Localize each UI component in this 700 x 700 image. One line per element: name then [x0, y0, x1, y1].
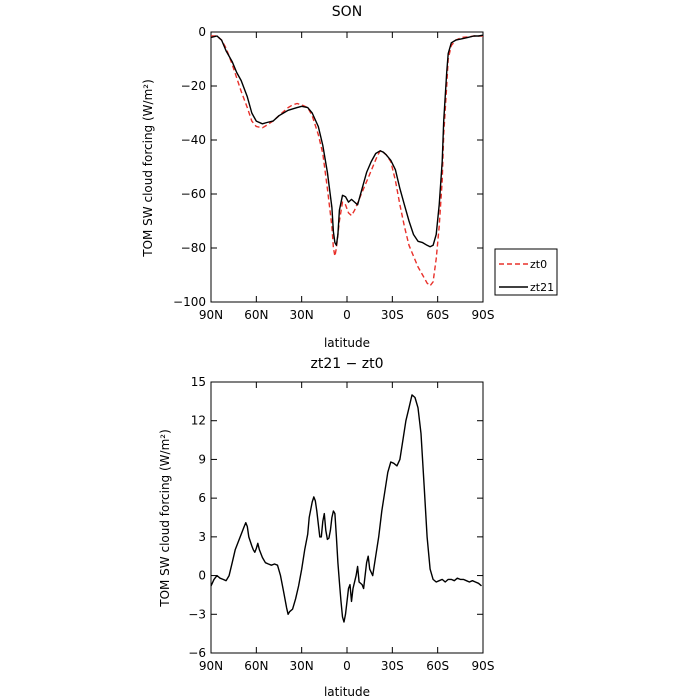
legend-zt21-label: zt21 — [530, 281, 554, 294]
legend: zt0 zt21 — [494, 248, 558, 296]
bottom-y-tick-label: 0 — [198, 569, 206, 583]
bottom-x-tick-label: 60N — [244, 659, 268, 673]
bottom-x-tick-label: 90S — [472, 659, 495, 673]
bottom-x-tick-label: 90N — [199, 659, 223, 673]
top-y-tick-label: −100 — [173, 295, 206, 309]
top-y-tick-label: −40 — [181, 133, 206, 147]
top-x-tick-label: 30N — [290, 308, 314, 322]
bottom-y-tick-label: −6 — [188, 646, 206, 660]
top-y-axis-label: TOM SW cloud forcing (W/m²) — [141, 79, 155, 258]
top-series-line-zt0 — [211, 35, 483, 287]
bottom-x-axis-label: latitude — [324, 685, 370, 699]
top-x-tick-label: 90S — [472, 308, 495, 322]
top-y-tick-label: 0 — [198, 25, 206, 39]
bottom-panel-difference: zt21 − zt0 TOM SW cloud forcing (W/m²) l… — [158, 356, 494, 699]
top-chart-title: SON — [332, 4, 362, 20]
top-x-tick-label: 90N — [199, 308, 223, 322]
legend-zt0-label: zt0 — [530, 258, 547, 271]
bottom-x-tick-label: 30N — [290, 659, 314, 673]
bottom-x-tick-label: 0 — [343, 659, 351, 673]
top-x-axis-label: latitude — [324, 336, 370, 350]
bottom-y-tick-label: 3 — [198, 530, 206, 544]
top-x-tick-label: 60S — [426, 308, 449, 322]
bottom-x-tick-label: 60S — [426, 659, 449, 673]
top-x-tick-label: 30S — [381, 308, 404, 322]
top-x-tick-label: 0 — [343, 308, 351, 322]
top-y-tick-label: −60 — [181, 187, 206, 201]
bottom-chart-title: zt21 − zt0 — [310, 356, 383, 372]
bottom-y-tick-label: 15 — [191, 375, 206, 389]
bottom-y-tick-label: 12 — [191, 414, 206, 428]
top-y-tick-label: −20 — [181, 79, 206, 93]
top-panel-son: SON TOM SW cloud forcing (W/m²) latitude… — [141, 4, 558, 350]
bottom-series-line-difference — [210, 394, 482, 623]
bottom-y-tick-label: −3 — [188, 607, 206, 621]
bottom-y-axis-label: TOM SW cloud forcing (W/m²) — [158, 429, 172, 608]
top-y-tick-label: −80 — [181, 241, 206, 255]
top-series-line-zt21 — [210, 34, 484, 248]
bottom-plot-frame — [210, 381, 484, 654]
bottom-y-tick-label: 6 — [198, 491, 206, 505]
top-x-tick-label: 60N — [244, 308, 268, 322]
bottom-y-tick-label: 9 — [198, 452, 206, 466]
bottom-x-tick-label: 30S — [381, 659, 404, 673]
